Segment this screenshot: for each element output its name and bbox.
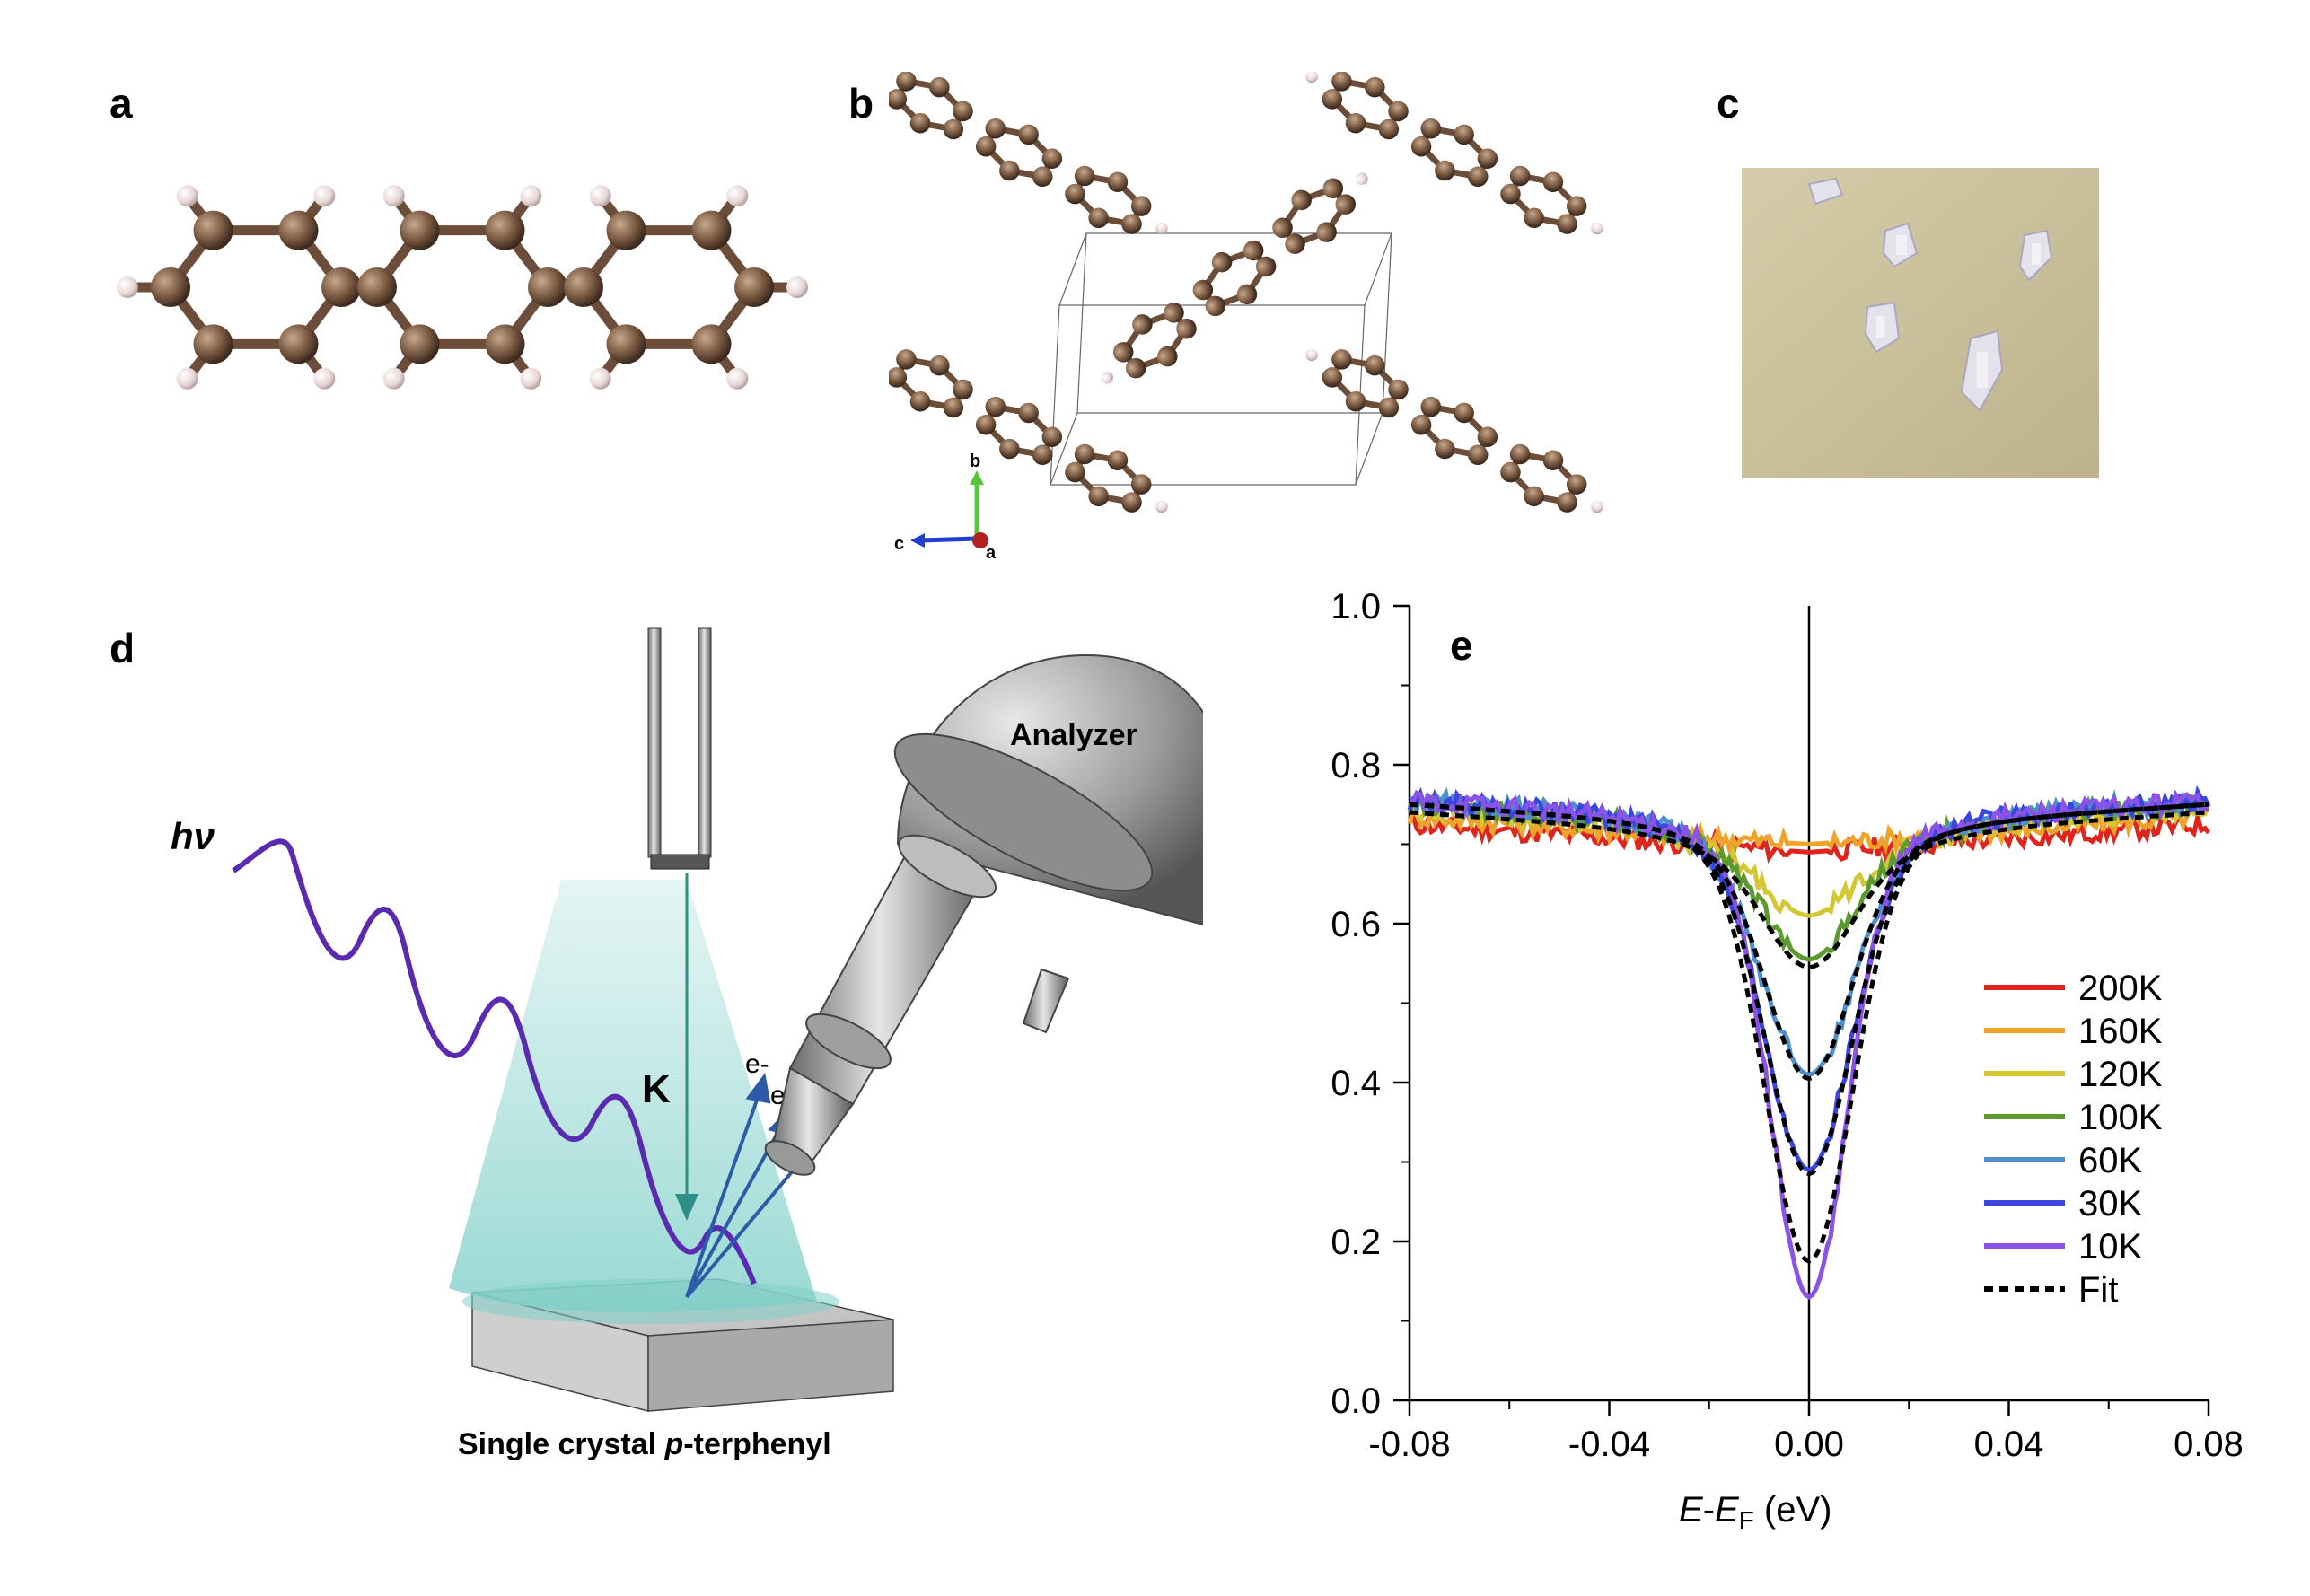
x-axis-label: E-EF (eV) xyxy=(1679,1490,1832,1534)
crystal-photo xyxy=(1742,168,2099,478)
carbon-atom xyxy=(278,324,319,364)
panel-d-label: d xyxy=(110,625,136,671)
light-source xyxy=(647,627,712,870)
hydrogen-atom xyxy=(313,367,336,390)
arpes-schematic: K hν e- e- e- Analyzer Single crystal p-… xyxy=(171,627,1203,1461)
legend-label-200K: 200K xyxy=(2078,969,2163,1008)
carbon-atom xyxy=(485,324,525,364)
carbon-atom xyxy=(691,324,732,364)
axis-a-label: a xyxy=(986,543,997,563)
y-tick-label: 0.0 xyxy=(1331,1381,1381,1421)
carbon-atom xyxy=(278,210,319,250)
hydrogen-atom xyxy=(520,185,542,207)
analyzer: Analyzer xyxy=(764,653,1203,1176)
y-tick-label: 0.8 xyxy=(1331,746,1381,785)
hydrogen-atom xyxy=(117,276,138,298)
legend-label-Fit: Fit xyxy=(2078,1270,2118,1310)
chart-curves xyxy=(1407,785,2211,1300)
crystal-molecule xyxy=(1305,348,1603,513)
carbon-atom xyxy=(485,210,525,250)
sample-label: Single crystal p-terphenyl xyxy=(458,1427,831,1461)
axis-triad: b c a xyxy=(894,452,997,563)
panel-c-label: c xyxy=(1717,80,1740,127)
axis-c-label: c xyxy=(894,534,904,554)
carbon-atom xyxy=(321,267,361,307)
hydrogen-atom xyxy=(786,276,808,298)
hydrogen-atom xyxy=(520,367,542,390)
carbon-atom xyxy=(564,267,603,307)
panel-a-label: a xyxy=(110,80,133,127)
carbon-atom xyxy=(606,210,646,250)
crystal-molecule xyxy=(889,349,1168,513)
carbon-atom xyxy=(400,324,440,364)
hydrogen-atom xyxy=(176,367,198,390)
photon-wave xyxy=(232,838,757,1285)
panel-b-label: b xyxy=(848,80,874,127)
carbon-atom xyxy=(357,267,397,307)
analyzer-label: Analyzer xyxy=(1010,718,1137,752)
carbon-atom xyxy=(528,267,567,307)
crystal-packing: b c a xyxy=(889,72,1603,563)
legend-label-60K: 60K xyxy=(2078,1141,2142,1180)
legend-label-100K: 100K xyxy=(2078,1098,2163,1137)
legend-label-30K: 30K xyxy=(2078,1184,2142,1223)
axis-b-label: b xyxy=(970,452,980,471)
crystal-molecule xyxy=(1305,72,1603,235)
gap-spectra-chart: e 0.00.20.40.60.81.0-0.08 -0.04 0.00 0.04 0.… xyxy=(1331,587,2244,1534)
carbon-atom xyxy=(151,267,190,307)
photon-label: hν xyxy=(171,815,215,857)
carbon-atom xyxy=(193,324,233,364)
y-tick-label: 0.6 xyxy=(1331,905,1381,944)
crystal-molecules xyxy=(889,72,1603,513)
carbon-atom xyxy=(691,210,732,250)
x-tick-label: 0.04 xyxy=(1974,1425,2044,1464)
x-tick-label: -0.08 xyxy=(1368,1425,1450,1464)
hydrogen-atom xyxy=(589,185,611,207)
y-tick-label: 0.2 xyxy=(1331,1223,1381,1262)
legend-label-160K: 160K xyxy=(2078,1012,2163,1051)
fit-curve xyxy=(1409,802,2209,1264)
hydrogen-atom xyxy=(589,367,611,390)
hydrogen-atom xyxy=(726,185,749,207)
terphenyl-molecule xyxy=(117,185,808,390)
molecule-bonds-atoms xyxy=(117,185,808,390)
panel-e-label: e xyxy=(1450,622,1473,669)
hydrogen-atom xyxy=(176,185,198,207)
hydrogen-atom xyxy=(313,185,336,207)
hydrogen-atom xyxy=(382,185,405,207)
x-tick-label: 0.00 xyxy=(1774,1425,1844,1464)
chart-axes: 0.0 0.2 0.4 0.6 0.8 1.0 -0.08 -0.04 0.00 0.04 0.08 xyxy=(1331,587,2244,1464)
carbon-atom xyxy=(606,324,646,364)
carbon-atom xyxy=(400,210,440,250)
hydrogen-atom xyxy=(382,367,405,390)
light-cone xyxy=(449,880,817,1312)
crystal-molecule xyxy=(1101,172,1368,384)
crystal-molecule xyxy=(889,72,1168,235)
unit-cell xyxy=(1050,232,1392,486)
momentum-label: K xyxy=(642,1067,671,1111)
y-tick-label: 0.4 xyxy=(1331,1064,1381,1103)
legend-label-120K: 120K xyxy=(2078,1055,2163,1094)
carbon-atom xyxy=(734,267,774,307)
legend-label-10K: 10K xyxy=(2078,1227,2142,1267)
x-tick-label: -0.04 xyxy=(1568,1425,1650,1464)
carbon-atom xyxy=(193,210,233,250)
y-tick-label: 1.0 xyxy=(1331,587,1381,627)
electron-label-1: e- xyxy=(745,1049,769,1079)
x-tick-label: 0.08 xyxy=(2174,1425,2244,1464)
hydrogen-atom xyxy=(726,367,749,390)
fit-curve xyxy=(1409,810,2209,970)
